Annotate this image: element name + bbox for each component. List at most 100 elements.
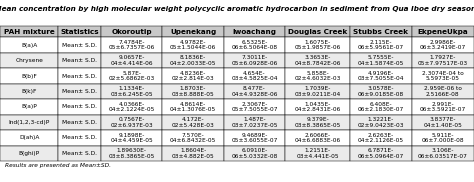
Bar	[0, 84, 58, 99]
Bar	[58, 37, 101, 53]
Bar	[224, 26, 285, 37]
Bar	[162, 84, 224, 99]
Bar	[101, 37, 162, 53]
Bar	[285, 26, 350, 37]
Text: 8.1836E-
04±2.0033E-05: 8.1836E- 04±2.0033E-05	[170, 55, 216, 66]
Text: 7.4784E-
05±6.7357E-06: 7.4784E- 05±6.7357E-06	[109, 40, 155, 50]
Text: Mean± S.D.: Mean± S.D.	[62, 151, 97, 156]
Bar	[285, 130, 350, 146]
Bar	[58, 146, 101, 161]
Text: Statistics: Statistics	[60, 29, 99, 35]
Bar	[0, 53, 58, 68]
Bar	[58, 115, 101, 130]
Bar	[58, 130, 101, 146]
Bar	[0, 68, 58, 84]
Text: 2.9986E-
06±3.2419E-07: 2.9986E- 06±3.2419E-07	[419, 40, 466, 50]
Bar	[101, 68, 162, 84]
Text: 1.6075E-
05±1.9857E-06: 1.6075E- 05±1.9857E-06	[294, 40, 341, 50]
Bar	[162, 53, 224, 68]
Text: Ind(1,2,3-cd)P: Ind(1,2,3-cd)P	[9, 120, 50, 125]
Bar	[411, 84, 474, 99]
Text: 9.379E-
03±8.3865E-05: 9.379E- 03±8.3865E-05	[294, 117, 341, 128]
Bar	[0, 146, 58, 161]
Text: 1.2151E-
03±4.441E-05: 1.2151E- 03±4.441E-05	[296, 148, 339, 159]
Text: Mean± S.D.: Mean± S.D.	[62, 43, 97, 48]
Text: 5.87E-
02±5.6862E-03: 5.87E- 02±5.6862E-03	[109, 71, 155, 81]
Text: 1.8703E-
03±8.888E-05: 1.8703E- 03±8.888E-05	[172, 86, 214, 97]
Bar	[411, 37, 474, 53]
Text: B(a)P: B(a)P	[21, 104, 37, 110]
Text: B(b)F: B(b)F	[21, 74, 37, 79]
Text: Stubbs Creek: Stubbs Creek	[353, 29, 409, 35]
Bar	[411, 130, 474, 146]
Text: Mean± S.D.: Mean± S.D.	[62, 135, 97, 140]
Text: Mean± S.D.: Mean± S.D.	[62, 89, 97, 94]
Bar	[350, 115, 411, 130]
Bar	[350, 130, 411, 146]
Bar	[101, 53, 162, 68]
Bar	[411, 68, 474, 84]
Text: B(k)F: B(k)F	[21, 89, 37, 94]
Bar	[224, 99, 285, 115]
Bar	[162, 130, 224, 146]
Bar	[224, 53, 285, 68]
Text: B(a)A: B(a)A	[21, 43, 37, 48]
Text: 0.7567E-
02±6.937E-03: 0.7567E- 02±6.937E-03	[110, 117, 153, 128]
Text: 1.89630E-
03±8.3865E-05: 1.89630E- 03±8.3865E-05	[109, 148, 155, 159]
Text: Mean± S.D.: Mean± S.D.	[62, 104, 97, 110]
Bar	[101, 130, 162, 146]
Text: 1.7039E-
03±9.0211E-04: 1.7039E- 03±9.0211E-04	[294, 86, 341, 97]
Text: 4.172E-
02±5.428E-03: 4.172E- 02±5.428E-03	[172, 117, 214, 128]
Text: 4.9782E-
05±1.5044E-06: 4.9782E- 05±1.5044E-06	[170, 40, 216, 50]
Text: 6.408E-
06±2.1830E-07: 6.408E- 06±2.1830E-07	[358, 102, 404, 112]
Bar	[350, 146, 411, 161]
Text: 1.0435E-
04±2.8431E-06: 1.0435E- 04±2.8431E-06	[294, 102, 341, 112]
Text: 8.477E-
04±4.9328E-06: 8.477E- 04±4.9328E-06	[231, 86, 278, 97]
Bar	[285, 99, 350, 115]
Bar	[350, 53, 411, 68]
Bar	[285, 84, 350, 99]
Bar	[285, 146, 350, 161]
Text: D(ah)A: D(ah)A	[19, 135, 39, 140]
Bar	[285, 37, 350, 53]
Text: 1.3221E-
02±9.0423E-03: 1.3221E- 02±9.0423E-03	[357, 117, 404, 128]
Text: Okoroutip: Okoroutip	[111, 29, 152, 35]
Bar	[224, 37, 285, 53]
Bar	[0, 99, 58, 115]
Text: 7.570E-
04±6.8432E-05: 7.570E- 04±6.8432E-05	[170, 133, 216, 143]
Bar	[0, 115, 58, 130]
Bar	[58, 84, 101, 99]
Bar	[58, 68, 101, 84]
Text: Table 1. Mean concentration by high molecular weight polycyclic aromatic hydroca: Table 1. Mean concentration by high mole…	[0, 5, 474, 12]
Text: Results are presented as Mean±SD.: Results are presented as Mean±SD.	[5, 163, 111, 168]
Text: 9.4689E-
05±3.6055E-07: 9.4689E- 05±3.6055E-07	[231, 133, 278, 143]
Text: 2.6263E-
04±2.1126E-05: 2.6263E- 04±2.1126E-05	[358, 133, 404, 143]
Bar	[224, 115, 285, 130]
Text: 2.3067E-
05±7.5055E-07: 2.3067E- 05±7.5055E-07	[231, 102, 278, 112]
Bar	[285, 53, 350, 68]
Bar	[0, 26, 58, 37]
Text: 9.0657E-
04±4.414E-06: 9.0657E- 04±4.414E-06	[110, 55, 153, 66]
Bar	[285, 68, 350, 84]
Text: Upenekang: Upenekang	[170, 29, 216, 35]
Text: 5.7555E-
04±1.5874E-05: 5.7555E- 04±1.5874E-05	[358, 55, 404, 66]
Text: Douglas Creek: Douglas Creek	[288, 29, 347, 35]
Text: 4.8614E-
04±1.3076E-05: 4.8614E- 04±1.3076E-05	[170, 102, 216, 112]
Text: 2.959E-06 to
2.5166E-08: 2.959E-06 to 2.5166E-08	[424, 86, 462, 97]
Bar	[411, 26, 474, 37]
Bar	[101, 99, 162, 115]
Text: PAH mixture: PAH mixture	[4, 29, 55, 35]
Bar	[162, 68, 224, 84]
Text: 4.8236E-
02±2.814E-03: 4.8236E- 02±2.814E-03	[172, 71, 214, 81]
Text: 4.654E-
03±4.5825E-04: 4.654E- 03±4.5825E-04	[231, 71, 278, 81]
Bar	[162, 26, 224, 37]
Text: 1.1334E-
03±6.245E-05: 1.1334E- 03±6.245E-05	[110, 86, 153, 97]
Bar	[58, 99, 101, 115]
Bar	[224, 84, 285, 99]
Text: Chrysene: Chrysene	[15, 58, 43, 63]
Text: 4.0366E-
04±2.1224E-05: 4.0366E- 04±2.1224E-05	[109, 102, 155, 112]
Text: 3.106E-
06±6.03517E-07: 3.106E- 06±6.03517E-07	[418, 148, 468, 159]
Bar	[411, 99, 474, 115]
Bar	[350, 37, 411, 53]
Text: 3.0578E-
06±9.0185E-08: 3.0578E- 06±9.0185E-08	[358, 86, 404, 97]
